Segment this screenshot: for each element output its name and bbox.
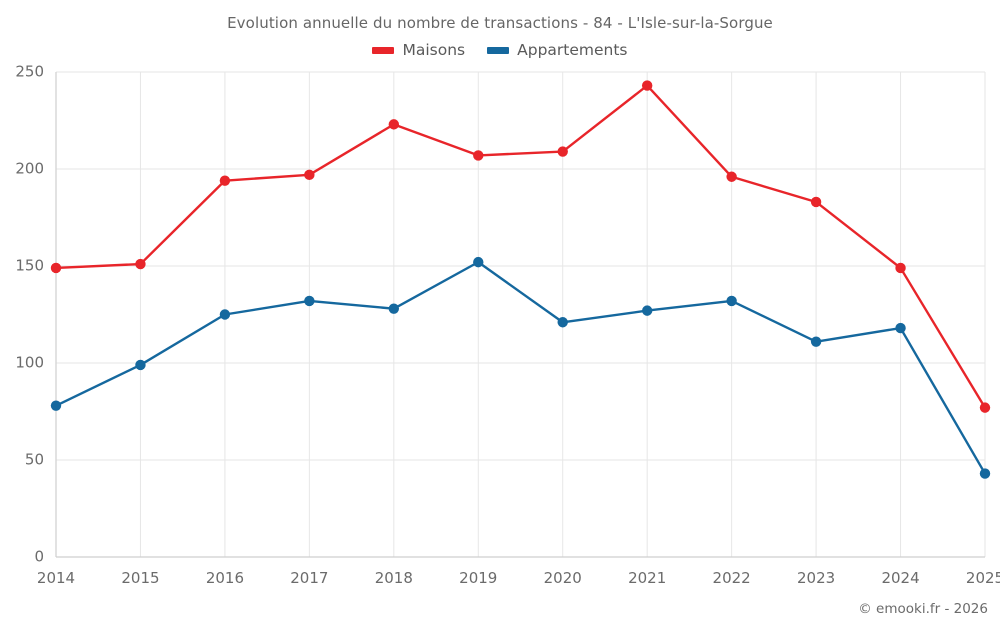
data-point-maisons-2022[interactable] (726, 171, 737, 182)
y-axis-tick-labels: 0 50 100 150 200 250 (15, 63, 44, 566)
x-axis-tick-label: 2015 (121, 569, 159, 587)
data-point-maisons-2017[interactable] (304, 169, 315, 181)
data-point-appartements-2022[interactable] (726, 295, 737, 307)
legend-swatch-appartements (487, 46, 510, 54)
x-axis-tick-label: 2016 (206, 569, 244, 587)
chart-legend: Maisons Appartements (0, 41, 1000, 59)
series-line-appartements (54, 260, 987, 475)
x-axis-tick-label: 2019 (459, 569, 497, 587)
legend-swatch-maisons (372, 46, 395, 54)
data-point-appartements-2018[interactable] (388, 303, 400, 314)
data-point-appartements-2020[interactable] (557, 317, 568, 328)
data-point-appartements-2014[interactable] (50, 400, 62, 411)
legend-label-appartements: Appartements (517, 41, 628, 59)
data-point-maisons-2014[interactable] (50, 262, 62, 274)
x-axis-tick-label: 2020 (544, 569, 582, 587)
x-axis-tick-label: 2022 (713, 569, 751, 587)
y-axis-tick-label: 100 (15, 354, 44, 372)
footer-credit: © emooki.fr - 2026 (858, 601, 988, 617)
series-line-maisons (54, 84, 987, 409)
series-points (50, 80, 991, 479)
data-point-appartements-2015[interactable] (135, 359, 146, 371)
x-axis-tick-label: 2014 (37, 569, 75, 587)
data-point-appartements-2017[interactable] (304, 295, 315, 307)
y-axis-tick-label: 50 (25, 451, 44, 469)
x-axis-tick-label: 2023 (797, 569, 835, 587)
data-point-appartements-2025[interactable] (979, 468, 991, 479)
data-point-maisons-2016[interactable] (219, 175, 231, 186)
x-axis-tick-label: 2021 (628, 569, 666, 587)
y-axis-tick-label: 200 (15, 160, 44, 178)
series-lines (54, 84, 987, 475)
data-point-appartements-2024[interactable] (895, 322, 906, 334)
gridlines (55, 71, 986, 558)
data-point-appartements-2016[interactable] (219, 309, 231, 320)
chart-title: Evolution annuelle du nombre de transact… (227, 14, 773, 32)
data-point-maisons-2023[interactable] (810, 196, 822, 208)
y-axis-tick-label: 0 (34, 548, 44, 566)
data-point-maisons-2018[interactable] (388, 119, 400, 130)
axis-lines (55, 72, 985, 558)
legend-item-maisons[interactable]: Maisons (372, 41, 465, 59)
data-point-maisons-2019[interactable] (473, 150, 484, 161)
data-point-maisons-2025[interactable] (979, 402, 991, 413)
data-point-appartements-2023[interactable] (810, 336, 822, 347)
y-axis-tick-label: 250 (15, 63, 44, 81)
data-point-appartements-2021[interactable] (641, 305, 653, 316)
x-axis-tick-label: 2018 (375, 569, 413, 587)
data-point-maisons-2021[interactable] (641, 80, 653, 91)
data-point-maisons-2024[interactable] (895, 262, 906, 274)
x-axis-tick-labels: 2014 2015 2016 2017 2018 2019 2020 2021 2022 2023… (37, 569, 1000, 587)
legend-item-appartements[interactable]: Appartements (487, 41, 628, 59)
x-axis-tick-label: 2024 (881, 569, 919, 587)
data-point-maisons-2015[interactable] (135, 258, 146, 270)
x-axis-tick-label: 2025 (966, 569, 1000, 587)
data-point-appartements-2019[interactable] (473, 256, 484, 268)
x-axis-tick-label: 2017 (290, 569, 328, 587)
data-point-maisons-2020[interactable] (557, 146, 568, 157)
legend-label-maisons: Maisons (402, 41, 466, 59)
y-axis-tick-label: 150 (15, 257, 44, 275)
